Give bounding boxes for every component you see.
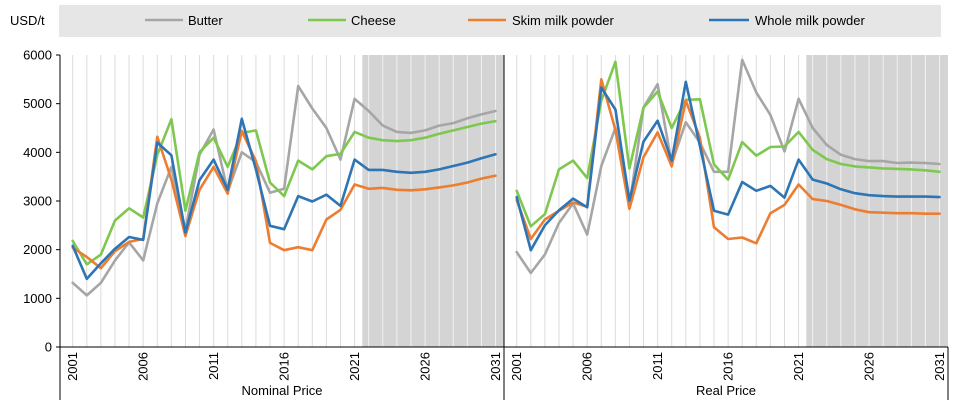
series-line-real-price-whole-milk-powder	[515, 80, 941, 252]
y-tick-label-1000: 1000	[23, 291, 52, 306]
x-tick-label-nominal-price-2011: 2011	[206, 352, 221, 380]
x-tick-label-nominal-price-2016: 2016	[277, 352, 292, 381]
panel-title-nominal: Nominal Price	[242, 383, 323, 398]
legend-item-cheese: Cheese	[308, 13, 396, 28]
y-tick-label-2000: 2000	[23, 242, 52, 257]
y-tick-label-3000: 3000	[23, 194, 52, 209]
legend-item-butter: Butter	[145, 13, 223, 28]
series-line-real-price-butter	[515, 58, 941, 275]
legend-label-butter: Butter	[188, 13, 223, 28]
legend-item-skim-milk-powder: Skim milk powder	[468, 13, 615, 28]
x-axis-ticks: 2001 2006 2011 2016 2021 2026 2031 2001 2006 2011…	[65, 352, 947, 381]
y-tick-label-0: 0	[45, 340, 52, 355]
y-tick-label-6000: 6000	[23, 48, 52, 63]
legend-label-whole-milk-powder: Whole milk powder	[755, 13, 865, 28]
legend-label-skim-milk-powder: Skim milk powder	[512, 13, 615, 28]
series-line-nominal-price-cheese	[71, 117, 497, 266]
series-line-nominal-price-whole-milk-powder	[71, 117, 497, 281]
x-tick-label-real-price-2006: 2006	[580, 352, 595, 381]
y-tick-label-4000: 4000	[23, 145, 52, 160]
series-line-real-price-cheese	[515, 60, 941, 228]
x-tick-label-real-price-2011: 2011	[650, 352, 665, 380]
projection-shade-nominal-price	[362, 55, 504, 347]
panel-title-real: Real Price	[696, 383, 756, 398]
x-tick-label-real-price-2016: 2016	[721, 352, 736, 381]
legend: Butter Cheese Skim milk powder Whole mil…	[59, 5, 941, 37]
series-line-nominal-price-butter	[71, 84, 497, 297]
vertical-gridlines	[72, 55, 941, 347]
x-tick-label-nominal-price-2001: 2001	[65, 352, 80, 381]
y-tick-label-5000: 5000	[23, 96, 52, 111]
x-tick-label-real-price-2001: 2001	[509, 352, 524, 381]
series-lines	[71, 58, 941, 297]
x-tick-label-nominal-price-2021: 2021	[347, 352, 362, 381]
x-tick-label-real-price-2021: 2021	[791, 352, 806, 381]
x-tick-label-nominal-price-2031: 2031	[488, 352, 503, 381]
legend-label-cheese: Cheese	[351, 13, 396, 28]
x-tick-label-nominal-price-2006: 2006	[136, 352, 151, 381]
y-axis-ticks: 0 1000 2000 3000 4000 5000 6000	[23, 48, 60, 355]
x-tick-label-nominal-price-2026: 2026	[418, 352, 433, 381]
x-tick-label-real-price-2031: 2031	[932, 352, 947, 381]
y-unit-label: USD/t	[10, 13, 45, 28]
legend-item-whole-milk-powder: Whole milk powder	[709, 13, 865, 28]
x-tick-label-real-price-2026: 2026	[862, 352, 877, 381]
